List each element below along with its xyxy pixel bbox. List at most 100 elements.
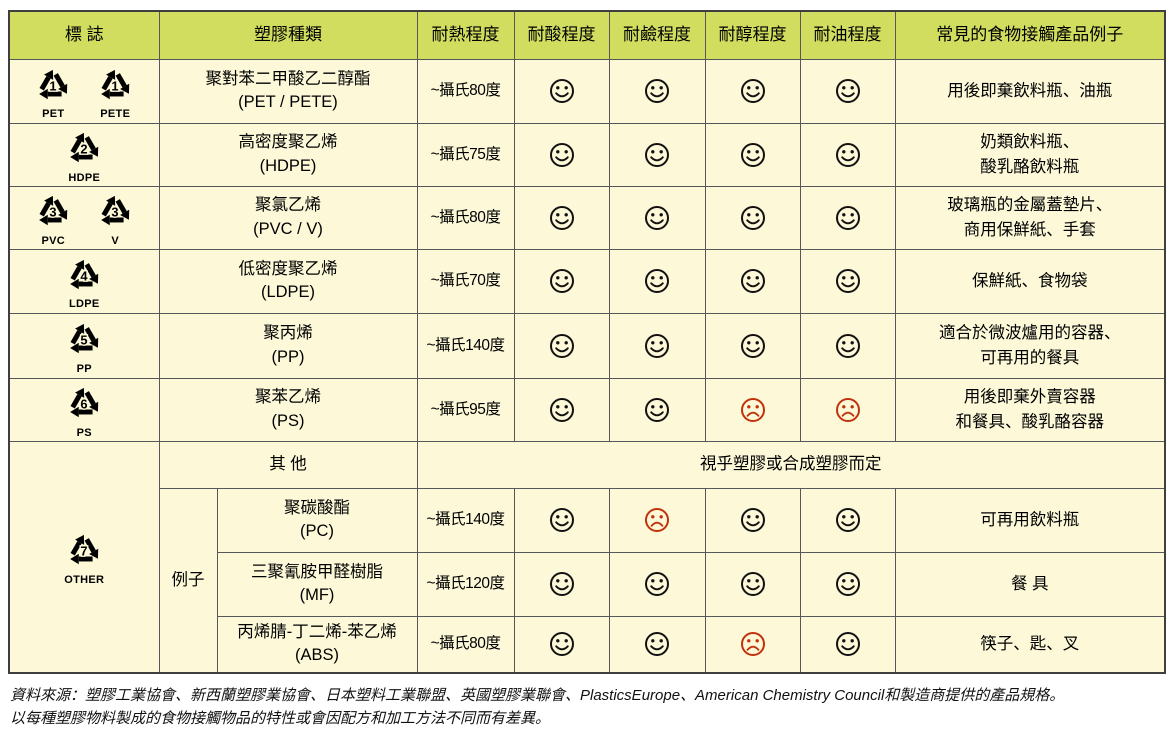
rating-cell <box>513 312 610 379</box>
sad-face-icon <box>740 632 765 657</box>
rating-cell <box>513 551 610 617</box>
table-row: 2 HDPE 高密度聚乙烯 (HDPE) ~攝氏75度 奶類飲料瓶、 酸乳酪飲料瓶 <box>8 122 1166 187</box>
smiley-face-icon <box>549 205 574 230</box>
rating-cell <box>704 312 801 379</box>
smiley-face-icon <box>549 572 574 596</box>
heat-limit-cell: ~攝氏75度 <box>416 122 515 187</box>
recycling-triangle-icon: 3 <box>101 196 130 226</box>
smiley-face-icon <box>835 269 860 293</box>
examples-cell: 筷子、匙、叉 <box>894 615 1166 674</box>
recycle-code-number: 1 <box>112 78 119 93</box>
rating-cell <box>513 487 610 553</box>
smiley-face-icon <box>835 205 860 230</box>
example-line: 用後即棄外賣容器 <box>963 387 1096 406</box>
disclaimer-note: 以每種塑膠物料製成的食物接觸物品的特性或會因配方和加工方法不同而有差異。 <box>10 710 551 728</box>
example-line: 奶類飲料瓶、 <box>980 132 1080 151</box>
example-line: 可再用的餐具 <box>980 348 1080 367</box>
header-mark: 標 誌 <box>8 10 160 60</box>
recycling-symbol: 5 PP <box>61 316 107 375</box>
smiley-face-icon <box>740 142 765 167</box>
examples-cell: 可再用飲料瓶 <box>894 487 1166 553</box>
recycling-symbol: 3 PVC <box>30 188 76 247</box>
rating-cell <box>608 248 706 314</box>
header-examples: 常見的食物接觸產品例子 <box>894 10 1166 60</box>
rating-cell <box>608 551 706 617</box>
recycling-symbol: 1 PET <box>30 62 76 121</box>
smiley-face-icon <box>645 79 669 103</box>
plastic-type-name: 聚碳酸酯 <box>284 498 350 517</box>
examples-cell: 餐 具 <box>894 551 1166 617</box>
smiley-face-icon <box>835 508 860 532</box>
smiley-face-icon <box>740 269 765 293</box>
smiley-face-icon <box>835 632 860 657</box>
header-alcohol: 耐醇程度 <box>704 10 801 60</box>
sad-face-icon <box>645 508 669 532</box>
rating-cell <box>513 122 610 187</box>
rating-cell <box>799 377 896 442</box>
plastic-type-abbr: (ABS) <box>294 646 339 665</box>
example-line: 和餐具、酸乳酪容器 <box>955 412 1105 431</box>
symbol-cell: 4 LDPE <box>8 248 160 314</box>
rating-cell <box>513 377 610 442</box>
plastic-type-name: 丙烯腈-丁二烯-苯乙烯 <box>237 622 397 641</box>
recycle-code-number: 2 <box>81 142 88 157</box>
rating-cell <box>799 185 896 250</box>
smiley-face-icon <box>645 632 669 657</box>
smiley-face-icon <box>740 508 765 532</box>
data-source-note: 資料來源：塑膠工業協會、新西蘭塑膠業協會、日本塑料工業聯盟、英國塑膠業聯會、Pl… <box>10 687 1065 704</box>
smiley-face-icon <box>645 572 669 596</box>
rating-cell <box>799 615 896 674</box>
recycle-code-label: PP <box>76 362 92 375</box>
rating-cell <box>799 551 896 617</box>
smiley-face-icon <box>549 632 574 657</box>
smiley-face-icon <box>740 333 765 358</box>
symbol-cell: 5 PP <box>8 312 160 379</box>
examples-label-cell: 例子 <box>158 487 218 674</box>
recycling-triangle-icon: 1 <box>101 69 130 99</box>
recycling-symbol: 4 LDPE <box>61 252 107 311</box>
heat-limit-cell: ~攝氏120度 <box>416 551 515 617</box>
examples-cell: 用後即棄外賣容器 和餐具、酸乳酪容器 <box>894 377 1166 442</box>
example-line: 商用保鮮紙、手套 <box>963 220 1096 239</box>
plastic-type-abbr: (HDPE) <box>259 156 317 175</box>
rating-cell <box>608 487 706 553</box>
example-line: 用後即棄飲料瓶、油瓶 <box>947 81 1113 100</box>
plastic-type-name: 三聚氰胺甲醛樹脂 <box>251 562 383 581</box>
rating-cell <box>608 377 706 442</box>
plastic-type-abbr: (PS) <box>271 411 305 430</box>
header-row: 標 誌 塑膠種類 耐熱程度 耐酸程度 耐鹼程度 耐醇程度 耐油程度 常見的食物接… <box>8 10 1166 60</box>
plastic-type-abbr: (LDPE) <box>260 283 316 301</box>
plastic-type-abbr: (PET / PETE) <box>238 93 338 111</box>
plastic-type-name: 低密度聚乙烯 <box>238 259 338 278</box>
example-line: 餐 具 <box>1010 574 1049 593</box>
table-row: 3 PVC 3 V 聚氯乙烯 (PVC / V) ~攝氏80度 玻璃瓶的金屬蓋墊片、 商用保鮮紙… <box>8 185 1166 250</box>
recycle-code-number: 5 <box>81 333 88 348</box>
recycling-triangle-icon: 4 <box>70 259 99 289</box>
header-oil: 耐油程度 <box>799 10 896 60</box>
recycle-code-label: PETE <box>100 108 131 121</box>
recycle-code-number: 4 <box>81 268 89 283</box>
recycling-triangle-icon: 3 <box>39 196 68 226</box>
recycling-triangle-icon: 5 <box>70 324 99 354</box>
recycle-code-label: PET <box>42 108 65 121</box>
sad-face-icon <box>740 397 765 422</box>
smiley-face-icon <box>740 205 765 230</box>
smiley-face-icon <box>645 333 669 358</box>
rating-cell <box>704 551 801 617</box>
recycle-code-number: 3 <box>50 205 57 220</box>
smiley-face-icon <box>549 142 574 167</box>
rating-cell <box>704 487 801 553</box>
smiley-face-icon <box>740 79 765 103</box>
plastic-type-cell: 聚對苯二甲酸乙二醇酯 (PET / PETE) <box>158 58 418 124</box>
heat-limit-cell: ~攝氏140度 <box>416 312 515 379</box>
rating-cell <box>608 185 706 250</box>
table-row: 5 PP 聚丙烯 (PP) ~攝氏140度 適合於微波爐用的容器、 可再用的餐具 <box>8 312 1166 379</box>
recycle-code-label: OTHER <box>64 573 105 586</box>
footer-notes: 資料來源：塑膠工業協會、新西蘭塑膠業協會、日本塑料工業聯盟、英國塑膠業聯會、Pl… <box>10 684 1166 731</box>
example-line: 保鮮紙、食物袋 <box>972 271 1088 290</box>
recycle-code-label: V <box>111 234 120 247</box>
rating-cell <box>608 312 706 379</box>
smiley-face-icon <box>835 79 860 103</box>
plastic-type-abbr: (PC) <box>300 522 334 540</box>
